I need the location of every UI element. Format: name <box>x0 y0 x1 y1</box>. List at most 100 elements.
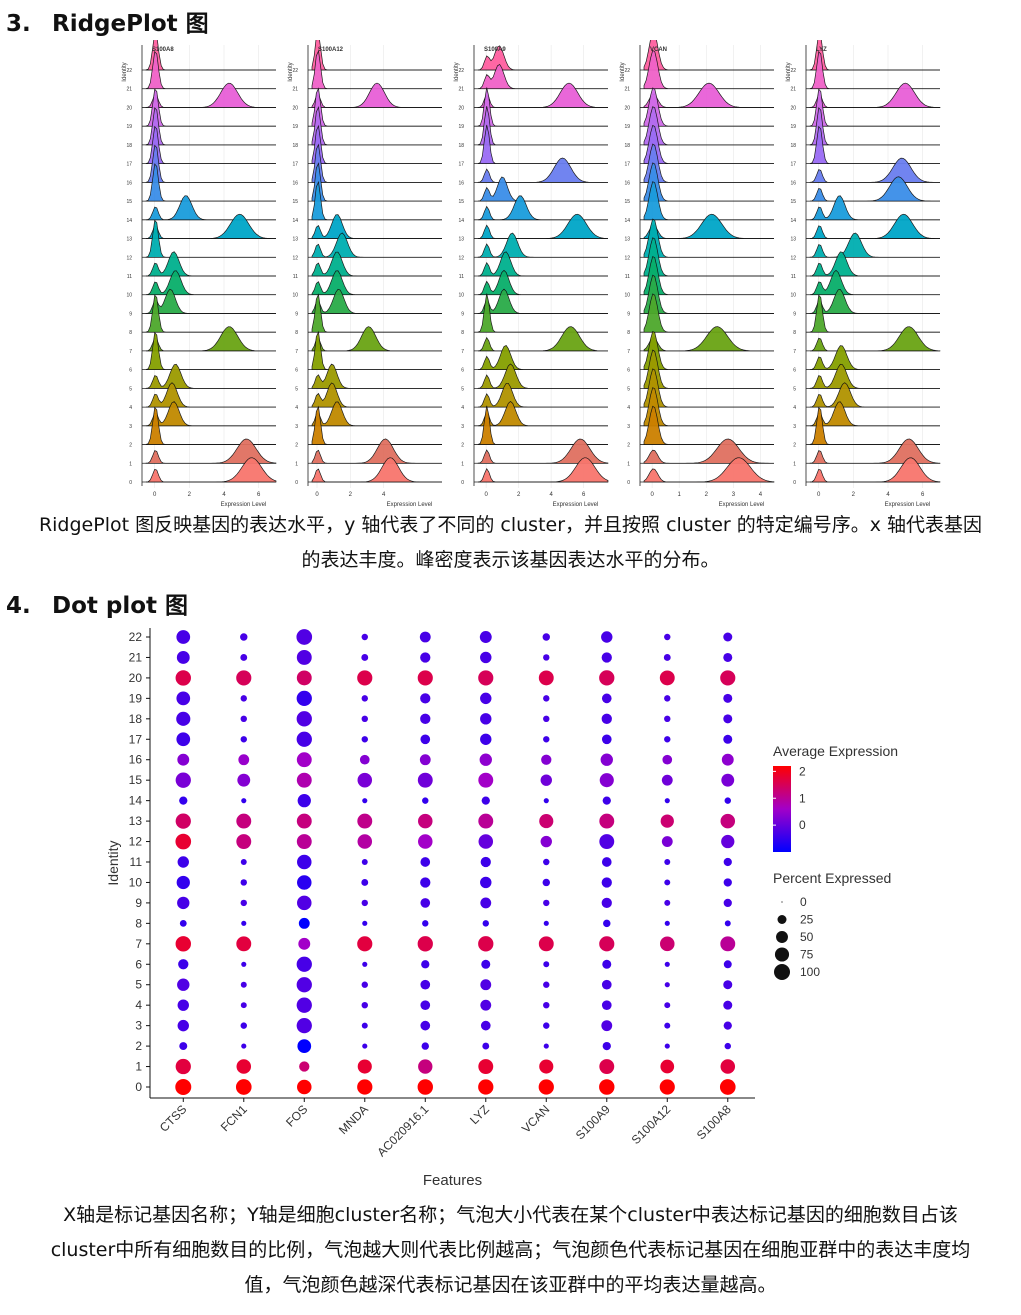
dot-x-tick-label: S100A9 <box>573 1102 613 1142</box>
dot-point <box>241 1043 247 1049</box>
ridge-y-tick-label: 21 <box>458 87 464 93</box>
dot-point <box>361 715 368 723</box>
dot-point <box>478 813 494 829</box>
legend-size-dot <box>776 931 788 943</box>
ridge-y-tick-label: 2 <box>793 443 796 449</box>
ridge-panel-title: S100A12 <box>318 47 344 53</box>
dot-point <box>178 959 189 970</box>
ridge-y-tick-label: 1 <box>295 461 298 467</box>
ridge-panel-title: VCAN <box>650 47 667 53</box>
ridge-y-tick-label: 15 <box>624 199 630 205</box>
ridge-density <box>809 40 940 71</box>
ridge-density <box>311 214 442 239</box>
ridge-y-tick-label: 9 <box>627 311 630 317</box>
ridge-density <box>809 326 941 352</box>
ridge-y-tick-label: 22 <box>458 68 464 74</box>
ridge-density <box>809 88 940 127</box>
section-3-heading: 3. RidgePlot 图 <box>6 4 209 38</box>
ridge-y-tick-label: 10 <box>292 293 298 299</box>
ridge-y-tick-label: 1 <box>461 461 464 467</box>
ridge-y-axis-label: Identity <box>786 62 792 81</box>
ridge-density <box>643 438 774 464</box>
ridge-density <box>311 180 442 221</box>
dot-y-axis-label: Identity <box>105 840 121 885</box>
ridge-y-tick-label: 17 <box>126 162 132 168</box>
ridge-density <box>477 124 608 164</box>
dot-point <box>240 695 247 702</box>
dot-point <box>723 632 733 642</box>
dot-y-tick-label: 2 <box>135 1039 142 1053</box>
dot-x-tick-label: VCAN <box>519 1102 552 1135</box>
dot-point <box>602 959 612 969</box>
ridge-panel-title: LYZ <box>816 47 827 53</box>
ridge-density <box>311 87 442 127</box>
dot-point <box>177 753 190 766</box>
ridge-density <box>809 125 940 164</box>
dot-point <box>660 1059 675 1074</box>
section-number: 4. <box>6 593 31 619</box>
ridge-y-tick-label: 0 <box>295 480 298 486</box>
ridge-density <box>477 82 608 108</box>
dot-point <box>176 651 190 664</box>
ridge-y-tick-label: 5 <box>129 386 132 392</box>
dot-point <box>419 754 431 766</box>
dot-point <box>357 772 373 788</box>
ridge-y-tick-label: 16 <box>126 180 132 186</box>
dot-point <box>240 859 247 865</box>
ridge-density <box>145 251 276 277</box>
dot-y-tick-label: 7 <box>135 937 142 951</box>
dot-point <box>601 1000 612 1011</box>
ridge-y-tick-label: 12 <box>292 255 298 261</box>
ridge-y-tick-label: 7 <box>129 349 132 355</box>
ridge-density <box>311 363 442 389</box>
dot-point <box>480 733 492 745</box>
dot-point <box>357 1079 373 1095</box>
ridge-density <box>477 405 608 445</box>
dot-point <box>479 753 492 766</box>
dot-point <box>241 920 247 926</box>
ridge-y-tick-label: 7 <box>627 349 630 355</box>
dot-y-tick-label: 5 <box>135 978 142 992</box>
ridge-x-tick-label: 1 <box>678 492 682 498</box>
dot-point <box>361 1022 368 1029</box>
ridge-description: RidgePlot 图反映基因的表达水平，y 轴代表了不同的 cluster，并… <box>0 508 1021 578</box>
dot-y-tick-label: 3 <box>135 1019 142 1033</box>
ridge-x-tick-label: 2 <box>852 492 856 498</box>
ridge-y-tick-label: 22 <box>790 68 796 74</box>
dot-point <box>359 754 370 765</box>
ridge-density <box>145 213 276 239</box>
ridge-density <box>809 401 940 427</box>
dot-point <box>177 1019 189 1032</box>
dot-point <box>724 920 731 927</box>
dot-point <box>664 633 671 641</box>
ridge-y-tick-label: 12 <box>126 255 132 261</box>
ridge-y-tick-label: 11 <box>127 274 132 280</box>
dot-point <box>420 877 431 888</box>
dot-x-tick-label: LYZ <box>467 1102 492 1127</box>
ridge-y-tick-label: 1 <box>129 461 132 467</box>
ridge-y-tick-label: 13 <box>624 237 630 243</box>
dot-point <box>601 857 612 867</box>
ridge-y-tick-label: 2 <box>627 443 630 449</box>
ridge-x-tick-label: 0 <box>153 492 157 498</box>
ridge-y-tick-label: 12 <box>624 255 630 261</box>
dot-point <box>297 793 311 808</box>
dot-point <box>357 834 373 849</box>
dot-point <box>720 936 736 952</box>
ridge-x-tick-label: 4 <box>382 492 386 498</box>
dot-point <box>478 1079 494 1095</box>
dot-point <box>603 919 611 928</box>
dot-point <box>543 920 549 926</box>
ridge-y-tick-label: 5 <box>627 386 630 392</box>
dot-point <box>601 877 612 888</box>
dot-point <box>296 813 312 829</box>
dot-point <box>176 630 191 644</box>
ridge-y-tick-label: 2 <box>129 443 132 449</box>
dot-point <box>237 773 251 787</box>
ridge-y-tick-label: 8 <box>295 330 298 336</box>
dot-point <box>420 1000 431 1011</box>
ridge-y-axis-label: Identity <box>620 62 626 81</box>
dot-point <box>479 631 492 643</box>
